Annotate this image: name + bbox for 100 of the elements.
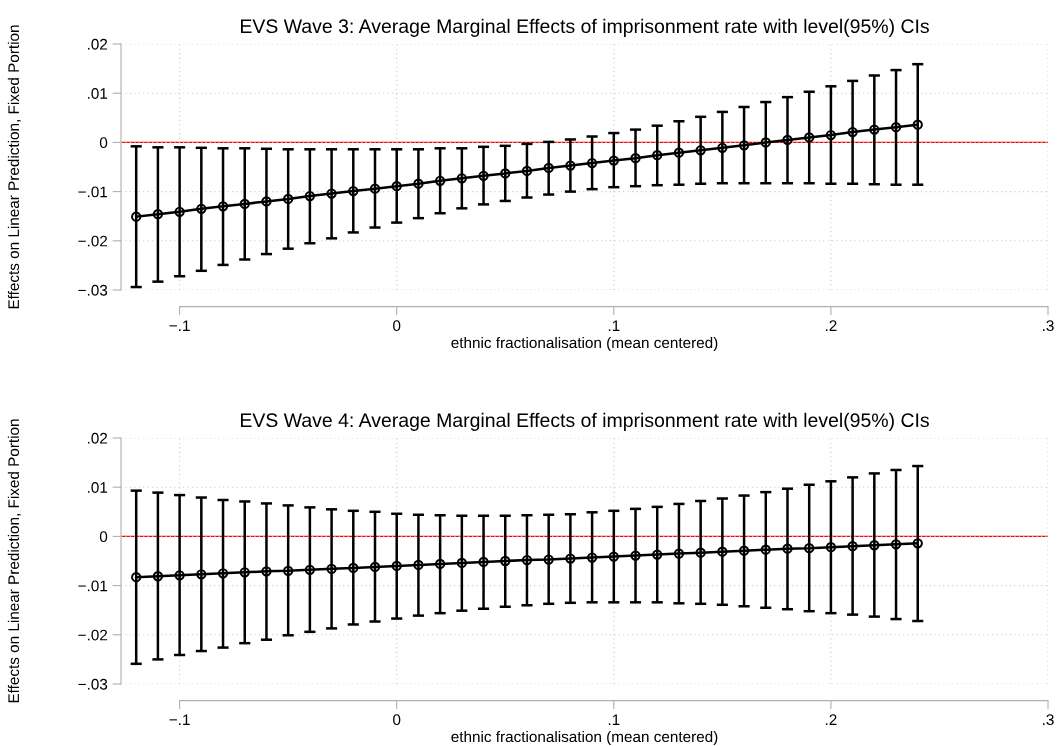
y-tick-label: −.03	[78, 678, 108, 690]
point	[283, 193, 294, 205]
point	[521, 554, 533, 566]
point	[304, 564, 316, 575]
point	[500, 555, 511, 567]
point	[695, 145, 706, 156]
x-tick-label: .2	[825, 320, 837, 331]
point	[326, 563, 337, 575]
point	[608, 551, 619, 562]
point	[890, 122, 902, 133]
point	[543, 162, 554, 174]
point	[869, 540, 880, 551]
y-tick-label: −.03	[78, 284, 108, 296]
point	[131, 211, 142, 222]
point	[261, 566, 272, 577]
y-tick-label: 0	[99, 531, 108, 543]
point	[652, 150, 663, 161]
point	[760, 544, 771, 555]
x-tick-label: .2	[825, 714, 837, 725]
point	[152, 571, 164, 582]
point	[239, 198, 250, 210]
point	[369, 561, 381, 573]
point	[630, 153, 641, 164]
point	[239, 567, 250, 578]
point	[456, 557, 467, 569]
point	[413, 559, 424, 571]
y-tick-label: .01	[87, 482, 108, 493]
y-axis-title: Effects on Linear Prediction, Fixed Portion	[7, 25, 21, 309]
point	[217, 201, 229, 212]
y-tick-label: .02	[87, 38, 108, 50]
point	[630, 550, 641, 561]
point	[348, 185, 359, 197]
point	[521, 165, 533, 177]
point	[478, 556, 489, 568]
point	[912, 119, 923, 130]
point	[174, 206, 185, 217]
point	[434, 175, 446, 186]
chart-title: EVS Wave 4: Average Marginal Effects of imprisonment rate with level(95%) CIs	[241, 412, 929, 431]
y-tick-label: −.02	[78, 629, 108, 641]
point	[217, 568, 229, 579]
point	[152, 209, 164, 220]
point	[304, 190, 316, 202]
point	[782, 543, 793, 554]
point	[369, 183, 381, 194]
x-tick-label: 0	[393, 714, 401, 726]
point	[196, 569, 207, 580]
point	[348, 562, 359, 574]
point	[500, 168, 511, 179]
point	[456, 173, 467, 184]
point	[760, 137, 771, 148]
point	[782, 134, 793, 146]
point	[391, 560, 402, 572]
point	[847, 126, 858, 138]
y-tick-label: 0	[99, 137, 108, 149]
x-tick-label: −.1	[169, 714, 190, 725]
point	[326, 188, 337, 199]
point	[391, 181, 402, 192]
point	[717, 142, 728, 153]
point	[261, 196, 272, 207]
point	[565, 553, 576, 564]
x-tick-label: .1	[608, 320, 620, 331]
y-tick-label: −.02	[78, 235, 108, 247]
x-axis-title: ethnic fractionalisation (mean centered)	[451, 336, 718, 352]
point	[652, 549, 663, 560]
point	[804, 543, 815, 554]
x-tick-label: −.1	[169, 320, 190, 331]
y-tick-label: −.01	[78, 580, 108, 592]
point	[131, 572, 142, 583]
point	[413, 178, 424, 189]
point	[434, 558, 446, 570]
point	[912, 538, 923, 549]
point	[478, 170, 489, 181]
point	[695, 547, 706, 558]
point	[738, 140, 750, 151]
point	[608, 155, 619, 166]
point	[196, 203, 207, 214]
point	[673, 147, 685, 158]
point	[565, 160, 576, 171]
x-axis-title: ethnic fractionalisation (mean centered)	[451, 730, 718, 746]
point	[543, 554, 554, 565]
chart-title: EVS Wave 3: Average Marginal Effects of imprisonment rate with level(95%) CIs	[241, 18, 929, 37]
point	[825, 542, 837, 553]
point	[804, 132, 815, 143]
x-tick-label: 0	[393, 320, 401, 332]
y-axis-title: Effects on Linear Prediction, Fixed Portion	[7, 419, 21, 703]
point	[847, 541, 858, 552]
point	[283, 565, 294, 576]
point	[174, 570, 185, 581]
x-tick-label: .3	[1043, 320, 1054, 332]
point	[586, 552, 598, 563]
point	[869, 124, 880, 135]
point	[825, 129, 837, 141]
y-tick-label: .01	[87, 88, 108, 99]
point	[586, 157, 598, 169]
point	[673, 548, 685, 559]
x-tick-label: .3	[1043, 714, 1054, 726]
point	[717, 546, 728, 557]
x-tick-label: .1	[608, 714, 620, 725]
y-tick-label: .02	[87, 432, 108, 444]
point	[738, 545, 750, 556]
